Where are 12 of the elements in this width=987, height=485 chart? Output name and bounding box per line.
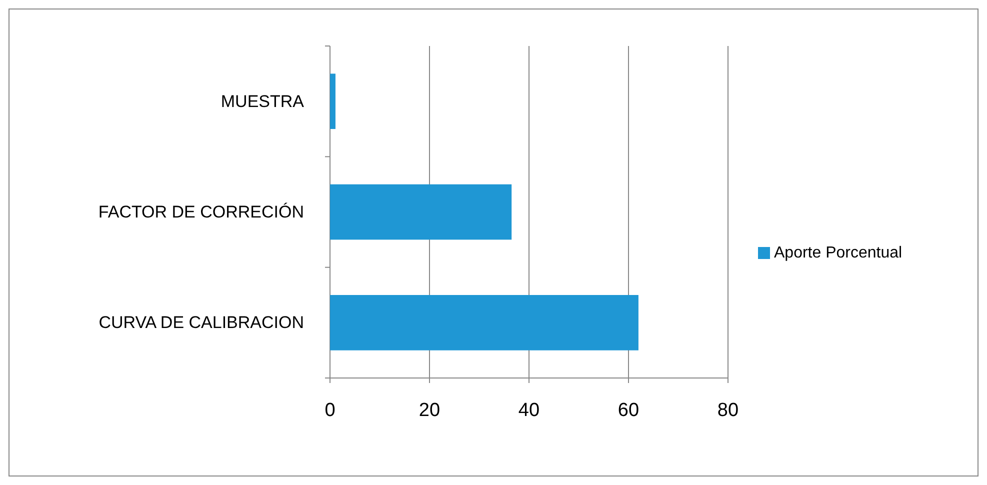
y-tick-label: CURVA DE CALIBRACION (98, 313, 304, 332)
x-tick-label: 0 (324, 400, 336, 421)
x-tick-label: 40 (518, 400, 540, 421)
legend-label: Aporte Porcentual (774, 244, 902, 262)
x-tick-label: 60 (618, 400, 640, 421)
y-tick-label: FACTOR DE CORRECIÓN (98, 202, 304, 222)
y-tick-label: MUESTRA (220, 92, 305, 111)
x-tick-label: 20 (418, 400, 440, 421)
bar (330, 295, 638, 350)
bar (330, 74, 336, 129)
bar (330, 184, 512, 240)
x-tick-label: 80 (717, 400, 739, 421)
